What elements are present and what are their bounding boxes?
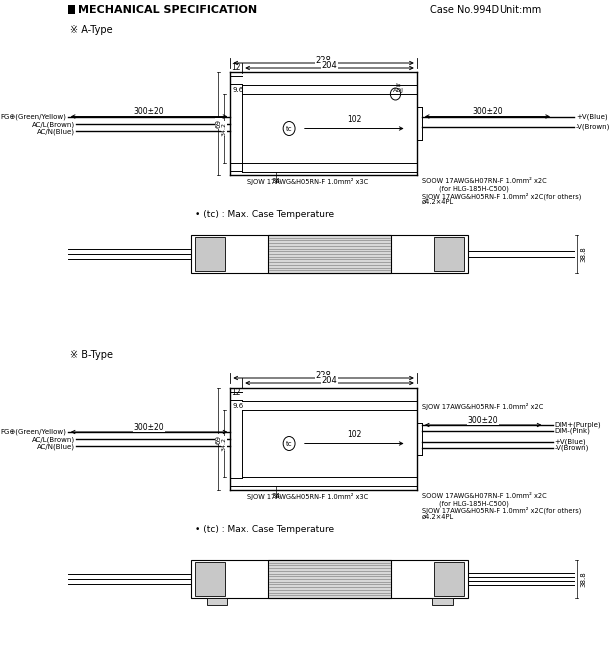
Text: +V(Blue): +V(Blue) (576, 113, 607, 120)
Text: 228: 228 (316, 371, 332, 379)
Text: 300±20: 300±20 (472, 107, 503, 116)
Text: -V(Brown): -V(Brown) (576, 123, 610, 130)
Text: DIM-(Pink): DIM-(Pink) (555, 427, 591, 434)
Text: • (tc) : Max. Case Temperature: • (tc) : Max. Case Temperature (196, 525, 335, 534)
Text: • (tc) : Max. Case Temperature: • (tc) : Max. Case Temperature (196, 210, 335, 219)
Text: SJOW 17AWG&H05RN-F 1.0mm² x3C: SJOW 17AWG&H05RN-F 1.0mm² x3C (247, 493, 368, 500)
Text: 34.2: 34.2 (222, 121, 227, 135)
Text: (for HLG-185H-C500): (for HLG-185H-C500) (439, 500, 509, 507)
Bar (432, 598, 453, 605)
Text: +V(Blue): +V(Blue) (555, 439, 587, 446)
Bar (68, 5, 76, 14)
Text: ※ B-Type: ※ B-Type (70, 350, 114, 360)
Text: AC/N(Blue): AC/N(Blue) (37, 444, 75, 450)
Text: AC/L(Brown): AC/L(Brown) (32, 437, 75, 444)
Bar (191, 235, 468, 273)
Text: AC/N(Blue): AC/N(Blue) (37, 128, 75, 135)
Text: Unit:mm: Unit:mm (499, 5, 541, 15)
Text: 12: 12 (232, 388, 241, 397)
Text: 9.6: 9.6 (232, 87, 243, 93)
Text: SJOW 17AWG&H05RN-F 1.0mm² x2C(for others): SJOW 17AWG&H05RN-F 1.0mm² x2C(for others… (422, 192, 581, 200)
Text: tc: tc (286, 125, 293, 131)
Bar (268, 560, 391, 598)
Text: -V(Brown): -V(Brown) (555, 445, 589, 452)
Text: 69: 69 (216, 435, 221, 444)
Text: DIM+(Purple): DIM+(Purple) (555, 421, 601, 428)
Text: 102: 102 (347, 429, 361, 438)
Text: SJOW 17AWG&H05RN-F 1.0mm² x3C: SJOW 17AWG&H05RN-F 1.0mm² x3C (247, 178, 368, 185)
Text: Case No.994D: Case No.994D (430, 5, 499, 15)
Bar (195, 237, 225, 271)
Bar (207, 598, 227, 605)
Text: SOOW 17AWG&H07RN-F 1.0mm² x2C: SOOW 17AWG&H07RN-F 1.0mm² x2C (422, 493, 547, 499)
Bar (195, 562, 225, 596)
Text: tc: tc (286, 440, 293, 446)
Text: 300±20: 300±20 (468, 415, 499, 425)
Text: 204: 204 (321, 60, 337, 70)
Text: 34: 34 (272, 493, 281, 499)
Text: 228: 228 (316, 56, 332, 64)
Text: 9.6: 9.6 (232, 403, 243, 409)
Text: FG⊕(Green/Yellow): FG⊕(Green/Yellow) (0, 113, 66, 120)
Text: SJOW 17AWG&H05RN-F 1.0mm² x2C: SJOW 17AWG&H05RN-F 1.0mm² x2C (422, 403, 543, 410)
Text: 69: 69 (216, 119, 221, 128)
Bar (434, 237, 464, 271)
Text: SOOW 17AWG&H07RN-F 1.0mm² x2C: SOOW 17AWG&H07RN-F 1.0mm² x2C (422, 178, 547, 184)
Text: ※ A-Type: ※ A-Type (70, 25, 113, 35)
Text: 38.8: 38.8 (580, 246, 586, 262)
Text: 34.2: 34.2 (222, 436, 227, 450)
Text: ø4.2×4PL: ø4.2×4PL (422, 514, 454, 520)
Text: Io: Io (395, 82, 401, 88)
Text: FG⊕(Green/Yellow): FG⊕(Green/Yellow) (0, 429, 66, 436)
Bar (434, 562, 464, 596)
Text: 12: 12 (232, 63, 241, 72)
Text: 38.8: 38.8 (580, 571, 586, 587)
Text: 102: 102 (347, 115, 361, 123)
Text: AC/L(Brown): AC/L(Brown) (32, 121, 75, 128)
Bar (268, 235, 391, 273)
Text: (for HLG-185H-C500): (for HLG-185H-C500) (439, 185, 509, 192)
Text: ADJ: ADJ (392, 88, 403, 92)
Text: 204: 204 (321, 375, 337, 385)
Text: 34: 34 (272, 178, 281, 184)
Text: 300±20: 300±20 (134, 107, 164, 116)
Text: SJOW 17AWG&H05RN-F 1.0mm² x2C(for others): SJOW 17AWG&H05RN-F 1.0mm² x2C(for others… (422, 507, 581, 515)
Bar (191, 560, 468, 598)
Text: ø4.2×4PL: ø4.2×4PL (422, 199, 454, 205)
Text: MECHANICAL SPECIFICATION: MECHANICAL SPECIFICATION (78, 5, 257, 15)
Text: 300±20: 300±20 (134, 423, 164, 431)
